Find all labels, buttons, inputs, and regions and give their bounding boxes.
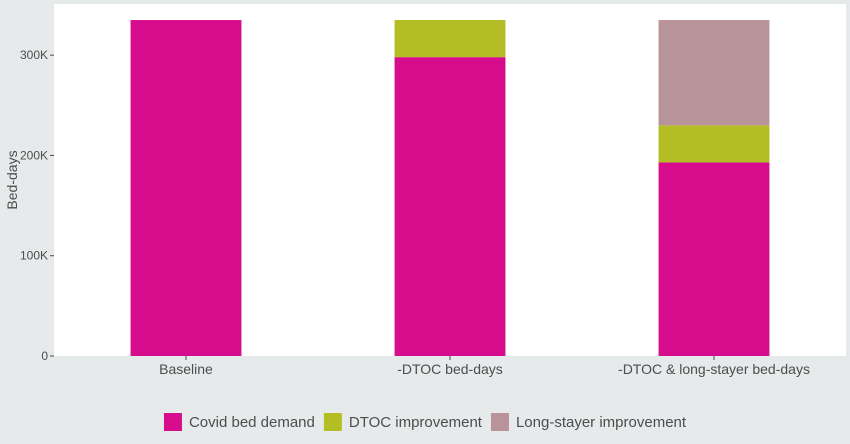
legend-item: Covid bed demand (163, 413, 315, 431)
x-tick-label: -DTOC bed-days (397, 361, 503, 377)
legend-label: DTOC improvement (349, 414, 483, 431)
y-tick-label: 300K (20, 48, 48, 62)
y-tick-label: 0 (41, 349, 48, 363)
x-tick-label: -DTOC & long-stayer bed-days (618, 361, 810, 377)
bar-segment-long-stayer-improvement (658, 20, 770, 126)
x-axis: Baseline -DTOC bed-days -DTOC & long-staye… (159, 356, 810, 377)
y-axis: 0 100K 200K 300K (20, 48, 54, 363)
y-tick-label: 100K (20, 249, 48, 263)
legend-label: Long-stayer improvement (516, 414, 687, 431)
legend-swatch (163, 413, 182, 431)
bar-segment-dtoc-improvement (658, 125, 770, 163)
y-axis-title: Bed-days (4, 150, 20, 209)
legend-item: Long-stayer improvement (490, 413, 687, 431)
bars (130, 20, 770, 356)
x-tick-label: Baseline (159, 361, 213, 377)
legend-label: Covid bed demand (189, 414, 315, 431)
legend: Covid bed demand DTOC improvement Long-sta… (163, 413, 687, 431)
legend-swatch (323, 413, 342, 431)
bar-segment-covid-bed-demand (658, 162, 770, 356)
bar-segment-covid-bed-demand (130, 20, 242, 356)
legend-item: DTOC improvement (323, 413, 483, 431)
bar-segment-dtoc-improvement (394, 20, 506, 58)
bar-segment-covid-bed-demand (394, 57, 506, 356)
legend-swatch (490, 413, 509, 431)
y-tick-label: 200K (20, 148, 48, 162)
